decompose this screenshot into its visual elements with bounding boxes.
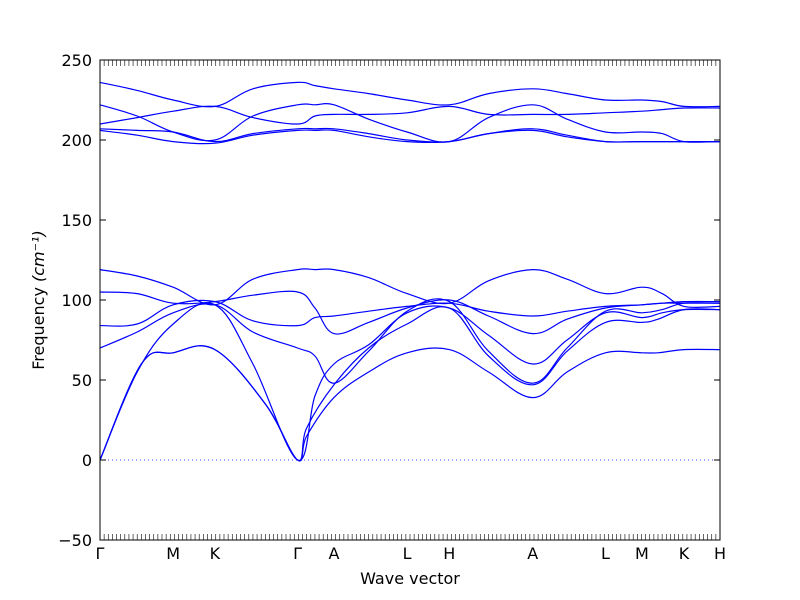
x-tick-label: Γ xyxy=(293,544,302,563)
x-tick-label: A xyxy=(527,544,538,563)
y-tick-label: 250 xyxy=(61,51,92,70)
x-tick-label: A xyxy=(328,544,339,563)
band-line-12 xyxy=(99,81,721,108)
y-tick-label: 150 xyxy=(61,211,92,230)
x-tick-label: M xyxy=(166,544,180,563)
y-axis-label: Frequency (cm⁻¹) xyxy=(29,230,48,369)
y-tick-label: 200 xyxy=(61,131,92,150)
y-tick-label: 50 xyxy=(72,371,92,390)
x-axis-label: Wave vector xyxy=(360,569,460,588)
x-tick-label: L xyxy=(403,544,412,563)
x-tick-label: H xyxy=(714,544,726,563)
y-axis-ticks: −50 0 50 100 150 200 250 xyxy=(58,51,720,550)
x-tick-label: K xyxy=(210,544,221,563)
y-axis-label-text: Frequency xyxy=(29,282,48,370)
x-tick-label: M xyxy=(635,544,649,563)
band-line-7 xyxy=(99,268,721,309)
y-tick-label: 100 xyxy=(61,291,92,310)
series-layer xyxy=(99,81,721,462)
y-tick-label: 0 xyxy=(82,451,92,470)
plot-area xyxy=(100,60,720,540)
y-axis-label-unit: (cm⁻¹) xyxy=(29,230,48,282)
band-line-9 xyxy=(99,127,720,143)
band-line-6 xyxy=(99,290,721,335)
x-tick-label: H xyxy=(443,544,455,563)
x-tick-label: K xyxy=(679,544,690,563)
x-tick-label: Γ xyxy=(96,544,105,563)
y-tick-label: −50 xyxy=(58,531,92,550)
band-line-10 xyxy=(99,103,721,143)
band-line-2 xyxy=(99,306,721,462)
x-tick-label: L xyxy=(601,544,610,563)
